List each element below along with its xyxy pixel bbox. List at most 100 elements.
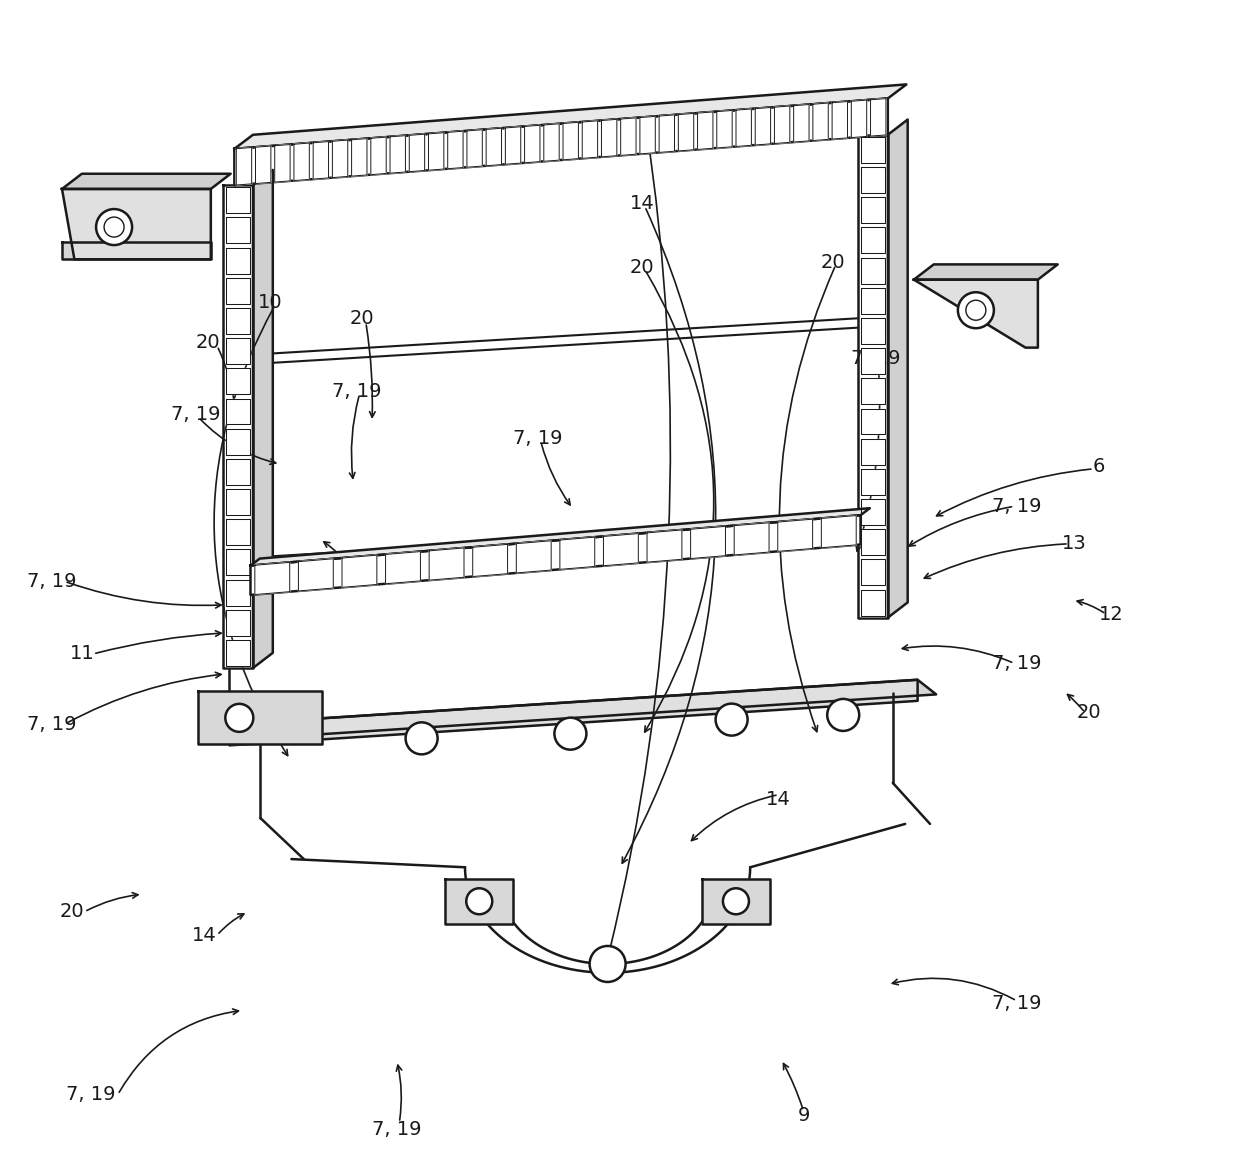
Polygon shape <box>429 548 464 580</box>
Circle shape <box>715 703 748 736</box>
Circle shape <box>405 722 438 755</box>
Polygon shape <box>229 680 918 745</box>
Polygon shape <box>734 523 769 556</box>
Polygon shape <box>647 530 682 563</box>
Polygon shape <box>332 141 347 178</box>
Polygon shape <box>861 197 885 223</box>
Polygon shape <box>226 429 250 455</box>
Polygon shape <box>516 540 551 573</box>
Polygon shape <box>223 185 253 668</box>
Polygon shape <box>525 125 539 163</box>
Polygon shape <box>226 459 250 485</box>
Polygon shape <box>861 379 885 404</box>
Polygon shape <box>226 278 250 304</box>
Text: 9: 9 <box>797 1106 810 1125</box>
Polygon shape <box>861 258 885 284</box>
Polygon shape <box>621 118 636 156</box>
Circle shape <box>554 717 587 750</box>
Circle shape <box>589 946 626 982</box>
Polygon shape <box>294 143 309 180</box>
Text: 7, 19: 7, 19 <box>27 715 77 734</box>
Text: 20: 20 <box>196 333 221 352</box>
Polygon shape <box>821 516 856 547</box>
Polygon shape <box>914 280 1038 348</box>
Polygon shape <box>342 556 377 587</box>
Polygon shape <box>777 519 812 551</box>
Text: 14: 14 <box>192 926 217 945</box>
Polygon shape <box>698 113 713 150</box>
Polygon shape <box>870 98 885 136</box>
Polygon shape <box>229 680 936 738</box>
Circle shape <box>723 888 749 914</box>
Text: 20: 20 <box>1076 703 1101 722</box>
Polygon shape <box>62 173 231 189</box>
Polygon shape <box>861 499 885 525</box>
Polygon shape <box>506 127 521 164</box>
Polygon shape <box>861 590 885 615</box>
Text: 10: 10 <box>258 293 283 312</box>
Text: 7, 19: 7, 19 <box>171 406 221 424</box>
Polygon shape <box>226 368 250 394</box>
Polygon shape <box>226 580 250 606</box>
Polygon shape <box>255 146 270 184</box>
Polygon shape <box>858 135 888 618</box>
Polygon shape <box>226 308 250 334</box>
Polygon shape <box>226 609 250 635</box>
Polygon shape <box>861 530 885 556</box>
Polygon shape <box>691 526 725 559</box>
Polygon shape <box>861 438 885 464</box>
Polygon shape <box>226 489 250 515</box>
Circle shape <box>827 699 859 731</box>
Polygon shape <box>250 516 861 595</box>
Polygon shape <box>861 318 885 343</box>
Polygon shape <box>660 115 675 152</box>
Text: 11: 11 <box>69 645 94 663</box>
Polygon shape <box>226 550 250 575</box>
Polygon shape <box>299 559 334 591</box>
Text: 14: 14 <box>347 565 372 584</box>
Text: 14: 14 <box>766 790 791 809</box>
Text: 14: 14 <box>630 195 655 213</box>
Polygon shape <box>852 100 867 137</box>
Text: 7, 19: 7, 19 <box>992 994 1042 1013</box>
Text: 7, 19: 7, 19 <box>513 429 563 448</box>
Text: 20: 20 <box>630 105 655 124</box>
Polygon shape <box>62 241 211 259</box>
Polygon shape <box>544 124 559 162</box>
Text: 20: 20 <box>630 258 655 277</box>
Polygon shape <box>861 137 885 163</box>
Polygon shape <box>486 128 501 165</box>
Polygon shape <box>448 131 463 169</box>
Polygon shape <box>226 218 250 244</box>
Polygon shape <box>861 469 885 495</box>
Polygon shape <box>640 116 655 154</box>
Polygon shape <box>234 84 906 149</box>
Text: 7, 19: 7, 19 <box>372 1120 422 1139</box>
Polygon shape <box>717 110 732 148</box>
Polygon shape <box>775 105 790 143</box>
Polygon shape <box>62 189 211 259</box>
Polygon shape <box>702 879 770 924</box>
Polygon shape <box>888 120 908 618</box>
Text: 7, 19: 7, 19 <box>332 382 382 401</box>
Polygon shape <box>467 130 482 168</box>
Circle shape <box>95 209 133 245</box>
Polygon shape <box>226 339 250 364</box>
Polygon shape <box>198 691 322 744</box>
Polygon shape <box>861 168 885 193</box>
Polygon shape <box>226 398 250 424</box>
Polygon shape <box>237 148 252 185</box>
Polygon shape <box>832 102 847 139</box>
Text: 13: 13 <box>1061 534 1086 553</box>
Polygon shape <box>409 134 424 171</box>
Polygon shape <box>472 544 507 577</box>
Text: 7, 19: 7, 19 <box>66 1085 115 1104</box>
Polygon shape <box>391 136 405 173</box>
Polygon shape <box>560 537 595 570</box>
Polygon shape <box>255 563 290 594</box>
Text: 6: 6 <box>1092 457 1105 476</box>
Polygon shape <box>604 533 639 566</box>
Polygon shape <box>234 98 888 185</box>
Polygon shape <box>429 132 444 170</box>
Polygon shape <box>861 559 885 585</box>
